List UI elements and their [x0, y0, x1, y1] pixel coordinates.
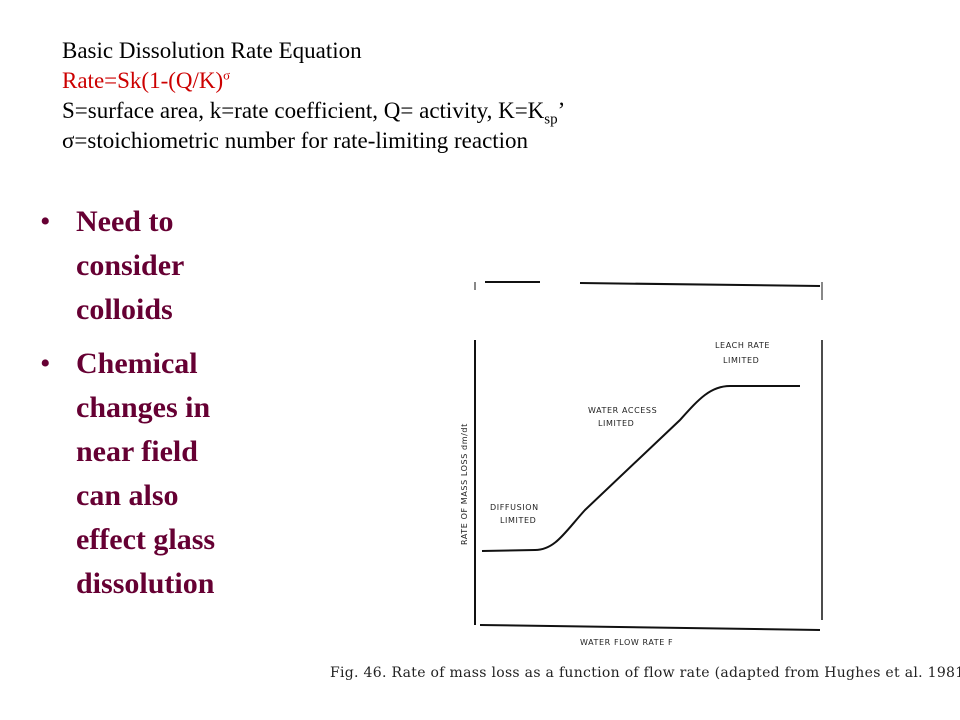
ksp-subscript: sp [544, 111, 558, 128]
x-axis-label: WATER FLOW RATE F [580, 638, 673, 647]
rate-vs-flow-plot: RATE OF MASS LOSS dm/dt WATER FLOW RATE … [460, 281, 823, 647]
bullet-item-chemical-changes: • Chemical changes in near field can als… [40, 342, 280, 606]
y-axis-label: RATE OF MASS LOSS dm/dt [460, 423, 469, 545]
variable-definitions: S=surface area, k=rate coefficient, Q= a… [62, 96, 566, 128]
diffusion-label: DIFFUSION [490, 503, 539, 512]
leach-rate-label: LEACH RATE [715, 341, 770, 350]
header-title: Basic Dissolution Rate Equation [62, 38, 362, 63]
frame-ticks [474, 282, 823, 300]
top-border [485, 281, 821, 287]
bullet-list: • Need to consider colloids • Chemical c… [40, 200, 280, 616]
rate-equation: Rate=Sk(1-(Q/K)σ [62, 66, 565, 96]
bullet-symbol: • [40, 347, 51, 380]
diffusion-label-2: LIMITED [500, 516, 536, 525]
figure-caption: Fig. 46. Rate of mass loss as a function… [330, 665, 960, 681]
definitions-suffix: ’ [557, 98, 566, 123]
rate-equation-text: Rate=Sk(1-(Q/K) [62, 68, 224, 93]
rate-equation-exponent: σ [223, 67, 231, 83]
bullet-text: Need to consider colloids [76, 205, 185, 326]
equation-header: Basic Dissolution Rate Equation Rate=Sk(… [62, 36, 565, 156]
sigma-definition: σ=stoichiometric number for rate-limitin… [62, 126, 565, 156]
definitions-text: S=surface area, k=rate coefficient, Q= a… [62, 98, 545, 123]
bullet-symbol: • [40, 205, 51, 238]
sigma-symbol: σ [62, 128, 75, 153]
water-access-label-2: LIMITED [598, 419, 634, 428]
leach-rate-label-2: LIMITED [723, 356, 759, 365]
bullet-item-colloids: • Need to consider colloids [40, 200, 280, 332]
water-access-label: WATER ACCESS [588, 406, 657, 415]
scanned-figure: RATE OF MASS LOSS dm/dt WATER FLOW RATE … [330, 270, 960, 690]
sigma-definition-text: =stoichiometric number for rate-limiting… [74, 128, 529, 153]
bottom-axis [479, 624, 821, 631]
mass-loss-curve [481, 385, 800, 552]
bullet-text: Chemical changes in near field can also … [76, 347, 216, 600]
